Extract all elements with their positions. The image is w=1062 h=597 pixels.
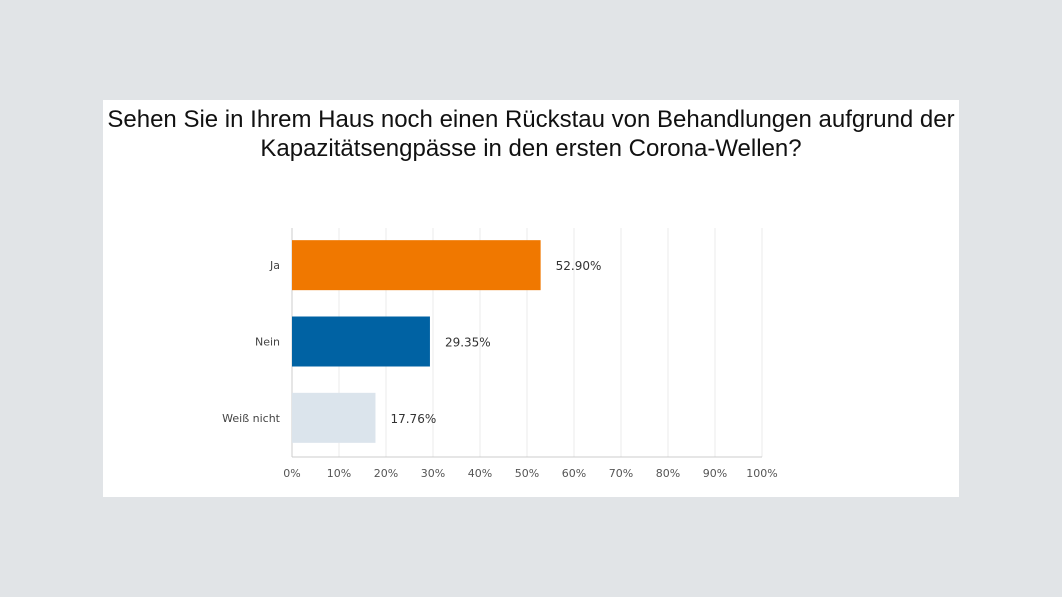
chart-title: Sehen Sie in Ihrem Haus noch einen Rücks… xyxy=(103,105,959,163)
x-tick-label: 30% xyxy=(421,467,445,480)
x-tick-label: 50% xyxy=(515,467,539,480)
category-label: Nein xyxy=(255,336,280,349)
x-tick-label: 10% xyxy=(327,467,351,480)
category-label: Weiß nicht xyxy=(222,412,281,425)
value-label: 52.90% xyxy=(556,259,602,273)
value-label: 17.76% xyxy=(390,412,436,426)
bar-ja xyxy=(292,240,541,291)
x-tick-label: 40% xyxy=(468,467,492,480)
chart-card: Sehen Sie in Ihrem Haus noch einen Rücks… xyxy=(103,100,959,497)
x-tick-label: 70% xyxy=(609,467,633,480)
value-label: 29.35% xyxy=(445,336,491,350)
chart-title-line-2: Kapazitätsengpässe in den ersten Corona-… xyxy=(260,135,802,162)
x-tick-label: 0% xyxy=(283,467,300,480)
x-tick-label: 60% xyxy=(562,467,586,480)
bar-wei-nicht xyxy=(292,392,376,443)
x-tick-label: 100% xyxy=(746,467,777,480)
x-tick-label: 80% xyxy=(656,467,680,480)
x-tick-label: 90% xyxy=(703,467,727,480)
bar-nein xyxy=(292,316,430,367)
category-label: Ja xyxy=(269,259,280,272)
chart-title-line-1: Sehen Sie in Ihrem Haus noch einen Rücks… xyxy=(107,106,955,133)
x-tick-label: 20% xyxy=(374,467,398,480)
